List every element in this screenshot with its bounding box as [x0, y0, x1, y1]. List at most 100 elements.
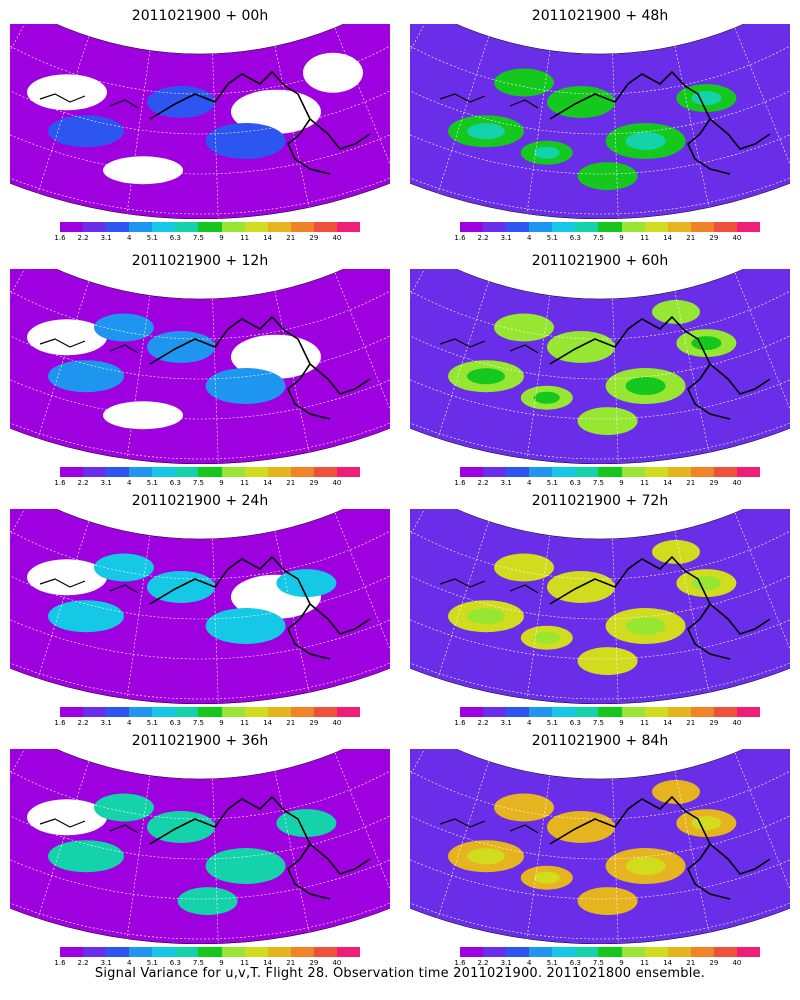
- colorbar-label: 14: [263, 234, 273, 242]
- variance-peak: [467, 123, 505, 140]
- colorbar-label: 2.2: [77, 479, 89, 487]
- colorbar-label: 9: [619, 959, 624, 967]
- colorbar-swatch: [60, 947, 84, 957]
- colorbar-label: 4: [526, 719, 532, 727]
- colorbar-swatch: [713, 467, 737, 477]
- coastline: [149, 795, 371, 900]
- variance-map: [10, 24, 390, 219]
- colorbar-swatch: [575, 947, 599, 957]
- variance-contour: [205, 123, 286, 159]
- colorbar-label: 21: [286, 234, 296, 242]
- meridian: [212, 298, 219, 464]
- colorbar-swatch: [575, 707, 599, 717]
- meridian: [334, 272, 390, 426]
- variance-peak: [625, 377, 666, 395]
- colorbar-label: 1.6: [54, 719, 66, 727]
- colorbar-swatch: [483, 222, 507, 232]
- meridian: [37, 36, 90, 194]
- meridian: [612, 538, 619, 704]
- colorbar-swatch: [175, 947, 199, 957]
- colorbar-label: 3.1: [500, 234, 512, 242]
- meridian: [274, 291, 310, 453]
- colorbar-swatch: [244, 222, 268, 232]
- colorbar-label: 40: [332, 959, 342, 967]
- colorbar: [60, 222, 361, 232]
- colorbar-swatch: [483, 947, 507, 957]
- variance-peak: [467, 848, 505, 865]
- map-border: [10, 509, 390, 704]
- colorbar-label: 7.5: [192, 719, 205, 727]
- colorbar-swatch: [267, 707, 291, 717]
- colorbar-labels: 1.6 2.2 3.1 4 5.1 6.3 7.5 9 11 14 21 29 40: [54, 234, 360, 244]
- meridian: [526, 775, 551, 939]
- colorbar-label: 40: [332, 479, 342, 487]
- colorbar-swatch: [221, 222, 245, 232]
- panel-title: 2011021900 + 72h: [531, 493, 669, 509]
- colorbar-swatch: [598, 467, 622, 477]
- map-border: [410, 269, 790, 464]
- colorbar-label: 14: [263, 479, 273, 487]
- variance-contour: [205, 368, 286, 404]
- colorbar-label: 9: [219, 234, 224, 242]
- colorbar-swatch: [552, 222, 576, 232]
- variance-contour: [147, 811, 215, 843]
- low-variance-region: [27, 74, 107, 111]
- colorbar-swatch: [598, 222, 622, 232]
- meridian: [437, 521, 490, 679]
- variance-contour: [48, 840, 124, 873]
- variance-contour: [48, 115, 124, 148]
- colorbar-swatch: [506, 467, 530, 477]
- colorbar-label: 1.6: [54, 234, 66, 242]
- map-field: [410, 269, 790, 464]
- parallel: [410, 582, 790, 700]
- colorbar-label: 1.6: [454, 959, 466, 967]
- colorbar-label: 14: [263, 959, 273, 967]
- colorbar-swatch: [244, 707, 268, 717]
- panel-title: 2011021900 + 84h: [531, 733, 669, 749]
- colorbar-swatch: [152, 467, 176, 477]
- variance-contour: [48, 360, 124, 393]
- meridian: [674, 46, 710, 208]
- map-panel-48h: 2011021900 + 48h 1.6 2.2 3.1 4 5.1 6.3 7.5 9 11 1…: [400, 0, 800, 245]
- colorbar-label: 21: [686, 719, 696, 727]
- colorbar-swatch: [483, 707, 507, 717]
- colorbar-label: 29: [709, 959, 719, 967]
- map-field: [410, 749, 790, 944]
- colorbar-label: 5.1: [146, 479, 158, 487]
- colorbar-labels: 1.6 2.2 3.1 4 5.1 6.3 7.5 9 11 14 21 29 40: [454, 234, 760, 244]
- map-field: [10, 269, 390, 464]
- meridian: [526, 295, 551, 459]
- colorbar-label: 11: [640, 234, 650, 242]
- colorbar-labels: 1.6 2.2 3.1 4 5.1 6.3 7.5 9 11 14 21 29 40: [454, 959, 760, 969]
- parallel: [410, 24, 790, 95]
- colorbar-swatch: [267, 222, 291, 232]
- map-panel-84h: 2011021900 + 84h 1.6 2.2 3.1 4 5.1 6.3 7.5 9 11 1…: [400, 725, 800, 970]
- colorbar-label: 5.1: [146, 959, 158, 967]
- coastline: [549, 70, 771, 175]
- meridian: [37, 761, 90, 919]
- colorbar-swatch: [267, 947, 291, 957]
- colorbar-label: 21: [286, 719, 296, 727]
- colorbar-swatch: [575, 222, 599, 232]
- parallel: [410, 509, 790, 580]
- map-panel-12h: 2011021900 + 12h 1.6 2.2 3.1 4 5.1 6.3 7.5 9 11 1…: [0, 245, 400, 490]
- colorbar-swatch: [60, 707, 84, 717]
- colorbar: [60, 707, 361, 717]
- colorbar-label: 4: [126, 959, 132, 967]
- colorbar-label: 6.3: [569, 719, 581, 727]
- meridian: [212, 538, 219, 704]
- colorbar-label: 2.2: [477, 234, 489, 242]
- map-border: [410, 24, 790, 219]
- colorbar-label: 21: [686, 234, 696, 242]
- colorbar-label: 2.2: [477, 479, 489, 487]
- colorbar-label: 14: [663, 479, 673, 487]
- colorbar-label: 11: [640, 959, 650, 967]
- colorbar-label: 11: [640, 719, 650, 727]
- map-panel-24h: 2011021900 + 24h 1.6 2.2 3.1 4 5.1 6.3 7.5 9 11 1…: [0, 485, 400, 730]
- colorbar-swatch: [198, 947, 222, 957]
- colorbar-swatch: [313, 222, 337, 232]
- meridian: [526, 535, 551, 699]
- colorbar-label: 14: [263, 719, 273, 727]
- panel-title: 2011021900 + 48h: [531, 8, 669, 24]
- map-field: [410, 24, 790, 219]
